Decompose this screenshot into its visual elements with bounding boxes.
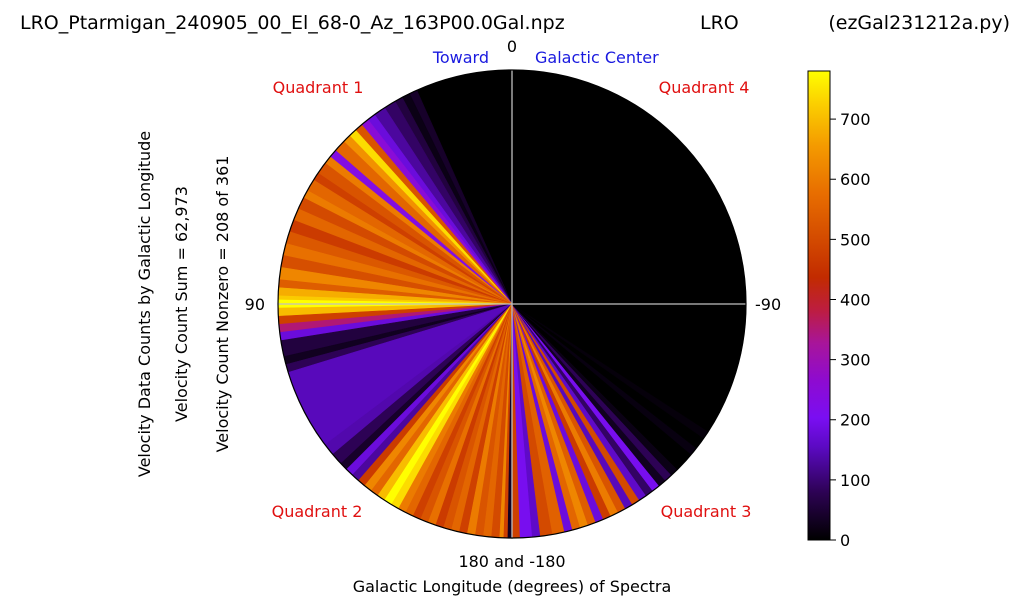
x-axis-label: Galactic Longitude (degrees) of Spectra [353, 577, 672, 596]
label-toward: Toward [432, 48, 489, 67]
colorbar-tick-label-4: 400 [840, 290, 871, 309]
y-label-line-3: Velocity Count Nonzero = 208 of 361 [213, 156, 232, 453]
colorbar-tick-label-6: 600 [840, 170, 871, 189]
colorbar-tick-label-2: 200 [840, 411, 871, 430]
colorbar-ticks: 0 100 200 300 400 500 600 700 [830, 110, 871, 550]
label-galactic-center: Galactic Center [535, 48, 659, 67]
y-label-line-2: Velocity Count Sum = 62,973 [172, 186, 191, 422]
quadrant-1-label: Quadrant 1 [273, 78, 364, 97]
colorbar-tick-label-3: 300 [840, 351, 871, 370]
colorbar-tick-label-5: 500 [840, 230, 871, 249]
quadrant-3-label: Quadrant 3 [661, 502, 752, 521]
label-0: 0 [507, 37, 517, 56]
label-180: 180 and -180 [458, 552, 565, 571]
colorbar-tick-label-0: 0 [840, 531, 850, 550]
header-script: (ezGal231212a.py) [828, 12, 1010, 34]
header-filename: LRO_Ptarmigan_240905_00_El_68-0_Az_163P0… [20, 12, 565, 34]
header-station: LRO [700, 12, 739, 34]
quadrant-2-label: Quadrant 2 [272, 502, 363, 521]
colorbar-tick-label-1: 100 [840, 471, 871, 490]
colorbar [807, 70, 831, 541]
wedge-90 [511, 69, 747, 305]
wedge-group [277, 69, 747, 539]
plot-outline [277, 69, 747, 539]
colorbar-tick-label-7: 700 [840, 110, 871, 129]
label-minus-90: -90 [755, 295, 781, 314]
quadrant-4-label: Quadrant 4 [659, 78, 750, 97]
label-90: 90 [245, 295, 265, 314]
y-label-line-1: Velocity Data Counts by Galactic Longitu… [135, 131, 154, 477]
